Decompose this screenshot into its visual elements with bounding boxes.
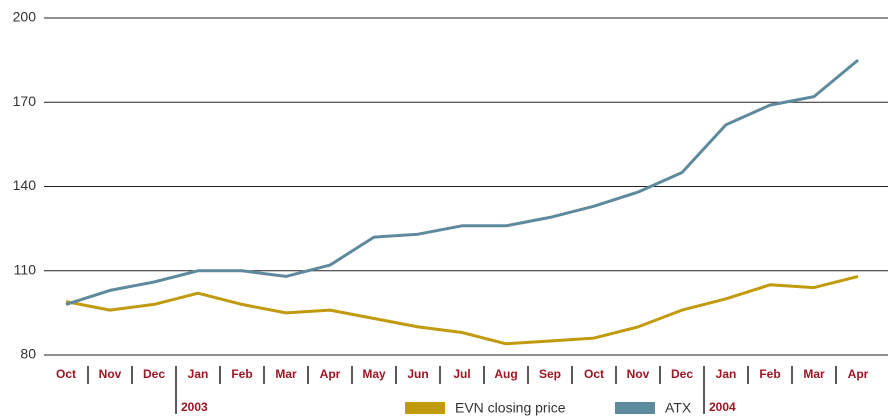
legend-swatch (615, 402, 655, 414)
x-tick-label: Jun (407, 367, 428, 381)
x-tick-label: Jul (453, 367, 470, 381)
y-tick-label: 140 (13, 177, 37, 193)
x-tick-label: Jan (716, 367, 737, 381)
y-tick-label: 80 (20, 346, 36, 362)
series-line (65, 274, 859, 346)
x-tick-label: May (362, 367, 386, 381)
x-tick-label: Nov (99, 367, 122, 381)
x-tick-label: Jan (188, 367, 209, 381)
y-tick-label: 200 (13, 9, 37, 25)
series-line (65, 58, 859, 306)
legend-label: EVN closing price (455, 400, 566, 416)
x-tick-label: Dec (143, 367, 165, 381)
x-tick-label: Feb (759, 367, 780, 381)
legend-swatch (405, 402, 445, 414)
x-tick-label: Mar (803, 367, 825, 381)
x-tick-label: Aug (494, 367, 517, 381)
x-tick-label: Sep (539, 367, 561, 381)
x-tick-label: Oct (56, 367, 76, 381)
legend-label: ATX (665, 400, 692, 416)
y-tick-label: 170 (13, 93, 37, 109)
y-tick-label: 110 (14, 261, 37, 277)
x-tick-label: Nov (627, 367, 650, 381)
x-tick-label: Dec (671, 367, 693, 381)
year-label: 2003 (181, 400, 208, 414)
x-tick-label: Mar (275, 367, 297, 381)
x-tick-label: Oct (584, 367, 604, 381)
x-tick-label: Feb (231, 367, 252, 381)
x-tick-label: Apr (848, 367, 869, 381)
x-tick-label: Apr (320, 367, 341, 381)
year-label: 2004 (709, 400, 736, 414)
